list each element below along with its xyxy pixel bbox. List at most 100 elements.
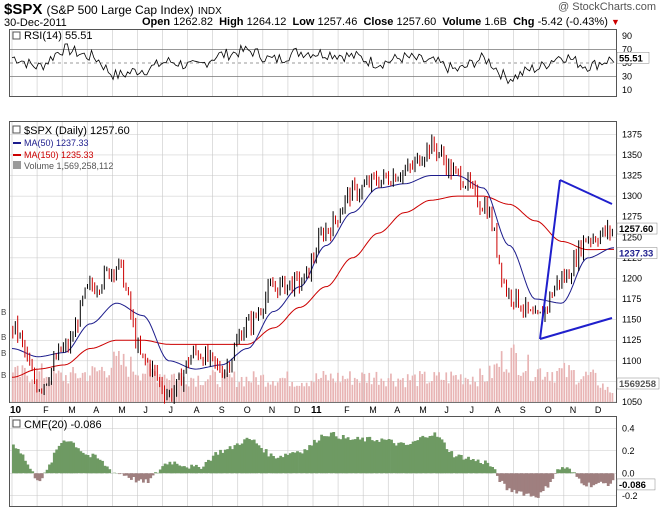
- ma150-series: [11, 195, 614, 378]
- cmf-bar: [450, 451, 454, 474]
- volume-bar: [84, 372, 86, 402]
- volume-bar: [69, 372, 72, 402]
- cmf-bar: [154, 472, 157, 474]
- volume-bar: [276, 382, 279, 402]
- cmf-bar: [267, 456, 271, 474]
- cmf-bar: [28, 468, 32, 474]
- cmf-bar: [447, 451, 451, 474]
- volume-bar: [81, 372, 84, 402]
- cmf-bar: [337, 438, 340, 474]
- volume-bar: [14, 367, 17, 402]
- cmf-bar: [529, 473, 533, 497]
- ma50-series: [11, 175, 615, 370]
- volume-bar: [505, 369, 508, 402]
- cmf-bar: [580, 473, 584, 484]
- volume-bar: [481, 375, 484, 402]
- cmf-bar: [16, 449, 20, 474]
- volume-bar: [546, 372, 549, 402]
- x-axis-label: A: [194, 405, 200, 415]
- volume-bar: [202, 385, 204, 402]
- cmf-bar: [568, 468, 572, 474]
- cmf-bar: [293, 452, 297, 474]
- volume-bar: [250, 382, 253, 402]
- volume-bar: [457, 379, 460, 402]
- cmf-bar: [515, 473, 519, 494]
- volume-bar: [387, 378, 390, 402]
- cmf-bar: [539, 473, 543, 493]
- cmf-legend-icon: [12, 419, 21, 428]
- cmf-bar: [118, 473, 121, 475]
- cmf-bar: [341, 435, 345, 474]
- cmf-legend: CMF(20) -0.086: [12, 419, 102, 431]
- volume-bar: [28, 382, 31, 402]
- cmf-legend-text: CMF(20) -0.086: [24, 419, 102, 431]
- volume-bar: [363, 373, 366, 402]
- volume-bar: [549, 380, 551, 402]
- cmf-bar: [544, 473, 548, 487]
- volume-bar: [378, 384, 380, 402]
- cmf-bar: [185, 467, 189, 474]
- volume-bar: [120, 364, 123, 402]
- volume-bar: [349, 371, 351, 402]
- volume-bar: [255, 377, 257, 402]
- cmf-bar: [585, 473, 588, 487]
- volume-bar: [293, 386, 296, 402]
- volume-bar: [606, 386, 609, 402]
- volume-bar: [565, 377, 568, 402]
- rsi-line: [11, 43, 615, 85]
- cmf-bar: [527, 473, 531, 494]
- price-current-label: 1257.60: [619, 224, 653, 235]
- x-axis-label: J: [444, 405, 449, 415]
- volume-bar: [38, 371, 41, 402]
- volume-bar: [113, 351, 115, 402]
- volume-bar: [329, 373, 332, 402]
- volume-bar: [382, 380, 385, 402]
- volume-bar: [428, 382, 431, 402]
- cmf-bar: [310, 445, 314, 474]
- cmf-bar: [57, 445, 61, 474]
- volume-bar: [500, 351, 503, 402]
- cmf-bar: [440, 439, 444, 474]
- cmf-bar: [488, 466, 492, 474]
- volume-bar: [385, 386, 387, 402]
- rsi-legend-icon: [12, 31, 21, 40]
- cmf-bar: [346, 437, 350, 474]
- cmf-bar: [60, 443, 64, 474]
- rsi-tick-label: 70: [622, 44, 632, 54]
- cmf-bar: [474, 461, 478, 474]
- volume-bar: [235, 387, 238, 402]
- ma150-legend-text: MA(150) 1235.33: [24, 150, 94, 160]
- volume-bar: [65, 375, 67, 402]
- trendline: [539, 179, 561, 340]
- cmf-bar: [301, 453, 304, 474]
- cmf-bar: [195, 464, 198, 474]
- volume-bar: [248, 381, 250, 402]
- cmf-tick-label: -0.2: [622, 491, 638, 501]
- cmf-bar: [40, 473, 44, 479]
- volume-bar: [301, 382, 303, 402]
- cmf-bar: [431, 435, 434, 474]
- volume-bar: [438, 372, 440, 402]
- cmf-bar: [52, 452, 56, 474]
- cmf-bar: [211, 455, 215, 474]
- cmf-bar: [72, 442, 76, 474]
- cmf-bar: [317, 440, 321, 474]
- volume-bar: [527, 354, 529, 402]
- volume-bar: [604, 389, 607, 402]
- cmf-bar: [546, 473, 550, 488]
- volume-bar: [375, 371, 378, 402]
- volume-bar: [421, 374, 424, 402]
- cmf-bar: [214, 452, 218, 474]
- volume-bar: [139, 380, 142, 402]
- volume-bar: [467, 379, 469, 402]
- volume-bar: [214, 371, 216, 402]
- volume-current-label: 1569258: [619, 379, 656, 390]
- cmf-bar: [353, 439, 357, 474]
- cmf-bar: [536, 473, 540, 498]
- cmf-bar: [390, 439, 393, 474]
- cmf-bar: [101, 460, 104, 474]
- cmf-bar: [144, 473, 148, 480]
- x-axis-label: S: [520, 405, 526, 415]
- cmf-bar: [245, 437, 249, 474]
